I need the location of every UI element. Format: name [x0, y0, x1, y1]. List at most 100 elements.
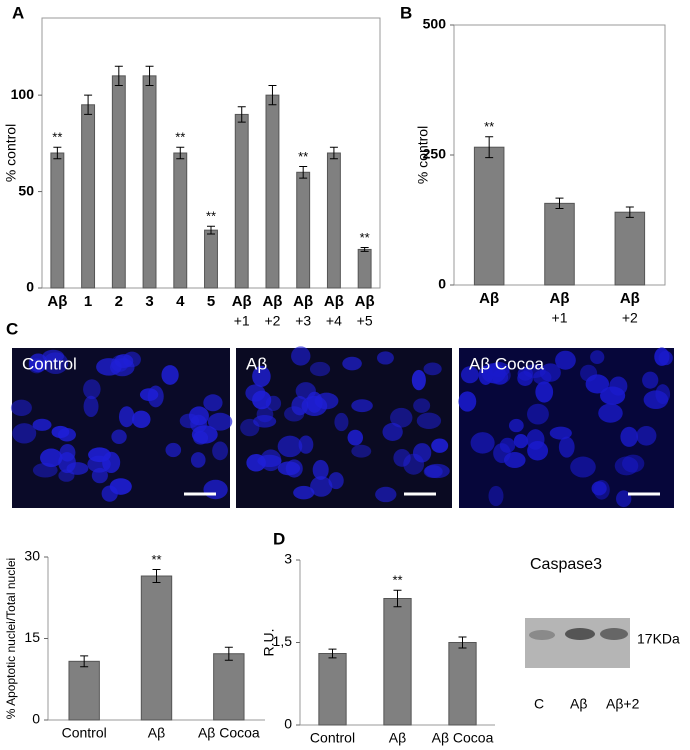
nucleus: [382, 422, 403, 441]
nucleus: [212, 441, 229, 461]
blot-band: [529, 630, 555, 640]
nucleus: [298, 435, 314, 454]
micrograph-label: Aβ: [246, 354, 267, 373]
nucleus: [118, 406, 135, 428]
y-tick-label: 100: [11, 86, 35, 102]
nucleus: [642, 371, 659, 389]
nucleus: [488, 485, 504, 507]
nucleus: [517, 370, 533, 386]
nucleus: [593, 480, 610, 500]
micrographs: [10, 346, 674, 508]
nucleus: [535, 381, 554, 403]
nucleus: [114, 354, 134, 368]
bar: [213, 653, 245, 721]
nucleus: [342, 356, 362, 371]
error-bar: [114, 65, 123, 86]
nucleus: [312, 459, 329, 480]
nucleus: [590, 350, 605, 365]
nucleus: [265, 395, 282, 412]
bar: [544, 202, 575, 286]
nucleus: [636, 425, 657, 446]
y-tick-label: 0: [26, 279, 34, 295]
nucleus: [165, 442, 182, 458]
nucleus: [87, 455, 111, 473]
lane-label: Aβ+2: [606, 696, 640, 712]
nucleus: [486, 365, 511, 385]
error-bar: [555, 197, 564, 210]
nucleus: [555, 350, 576, 370]
nucleus: [570, 456, 596, 478]
error-bar: [176, 146, 185, 160]
significance: **: [484, 119, 494, 134]
x-tick-label: +4: [326, 313, 342, 329]
nucleus: [375, 486, 397, 503]
nucleus: [240, 418, 260, 437]
x-tick-label: Aβ: [550, 290, 570, 307]
nucleus: [207, 412, 233, 431]
nucleus: [376, 351, 394, 365]
bar: [68, 660, 100, 721]
nucleus: [253, 414, 277, 428]
x-tick-label: +3: [295, 313, 311, 329]
x-tick-label: Aβ: [232, 293, 252, 310]
error-bar: [360, 247, 369, 252]
lane-label: C: [534, 696, 544, 712]
error-bar: [207, 225, 215, 235]
blot-band: [600, 628, 628, 640]
nucleus: [614, 456, 639, 476]
nucleus: [616, 490, 632, 508]
nucleus: [132, 410, 151, 428]
nucleus: [293, 485, 315, 500]
bar: [204, 229, 218, 289]
nucleus: [351, 399, 373, 413]
x-tick-label: Aβ: [47, 293, 67, 310]
nucleus: [10, 399, 32, 417]
x-tick-label: +1: [552, 310, 568, 326]
micrograph-label: Aβ Cocoa: [469, 354, 545, 373]
bar: [357, 248, 372, 289]
significance: **: [151, 552, 161, 567]
bar: [81, 104, 96, 289]
significance: **: [360, 230, 370, 245]
significance: **: [392, 573, 402, 588]
nucleus: [351, 444, 372, 458]
bar: [173, 152, 188, 289]
nucleus: [277, 435, 303, 458]
micrograph-label: Control: [22, 354, 77, 373]
x-tick-label: Aβ: [324, 293, 344, 310]
bar: [318, 653, 347, 726]
x-tick-label: Aβ: [293, 293, 313, 310]
nucleus: [620, 426, 638, 447]
nucleus: [513, 433, 528, 449]
nucleus: [558, 436, 575, 458]
x-tick-label: 4: [176, 293, 185, 310]
x-tick-label: Aβ: [355, 293, 375, 310]
nucleus: [655, 384, 671, 405]
bar: [326, 152, 341, 289]
bar: [140, 575, 173, 721]
panel-label: B: [400, 3, 412, 22]
blot-title: Caspase3: [530, 556, 602, 573]
x-tick-label: 3: [145, 293, 153, 310]
nucleus: [508, 418, 524, 433]
nucleus: [188, 406, 209, 426]
nucleus: [28, 358, 45, 374]
nucleus: [600, 386, 626, 405]
nucleus: [111, 429, 127, 444]
nucleus: [83, 379, 101, 400]
nucleus: [347, 429, 364, 446]
nucleus: [58, 452, 76, 474]
nucleus: [549, 426, 572, 440]
panel-label: D: [273, 529, 285, 548]
nucleus: [193, 431, 209, 445]
nucleus: [32, 418, 52, 431]
blot-marker: 17KDa: [637, 631, 680, 647]
nucleus: [309, 361, 331, 377]
error-bar: [80, 655, 89, 668]
error-bar: [237, 106, 246, 123]
blot: [525, 618, 630, 668]
y-tick-label: 0: [32, 711, 40, 727]
x-tick-label: Aβ Cocoa: [432, 730, 494, 746]
bar: [296, 171, 311, 289]
